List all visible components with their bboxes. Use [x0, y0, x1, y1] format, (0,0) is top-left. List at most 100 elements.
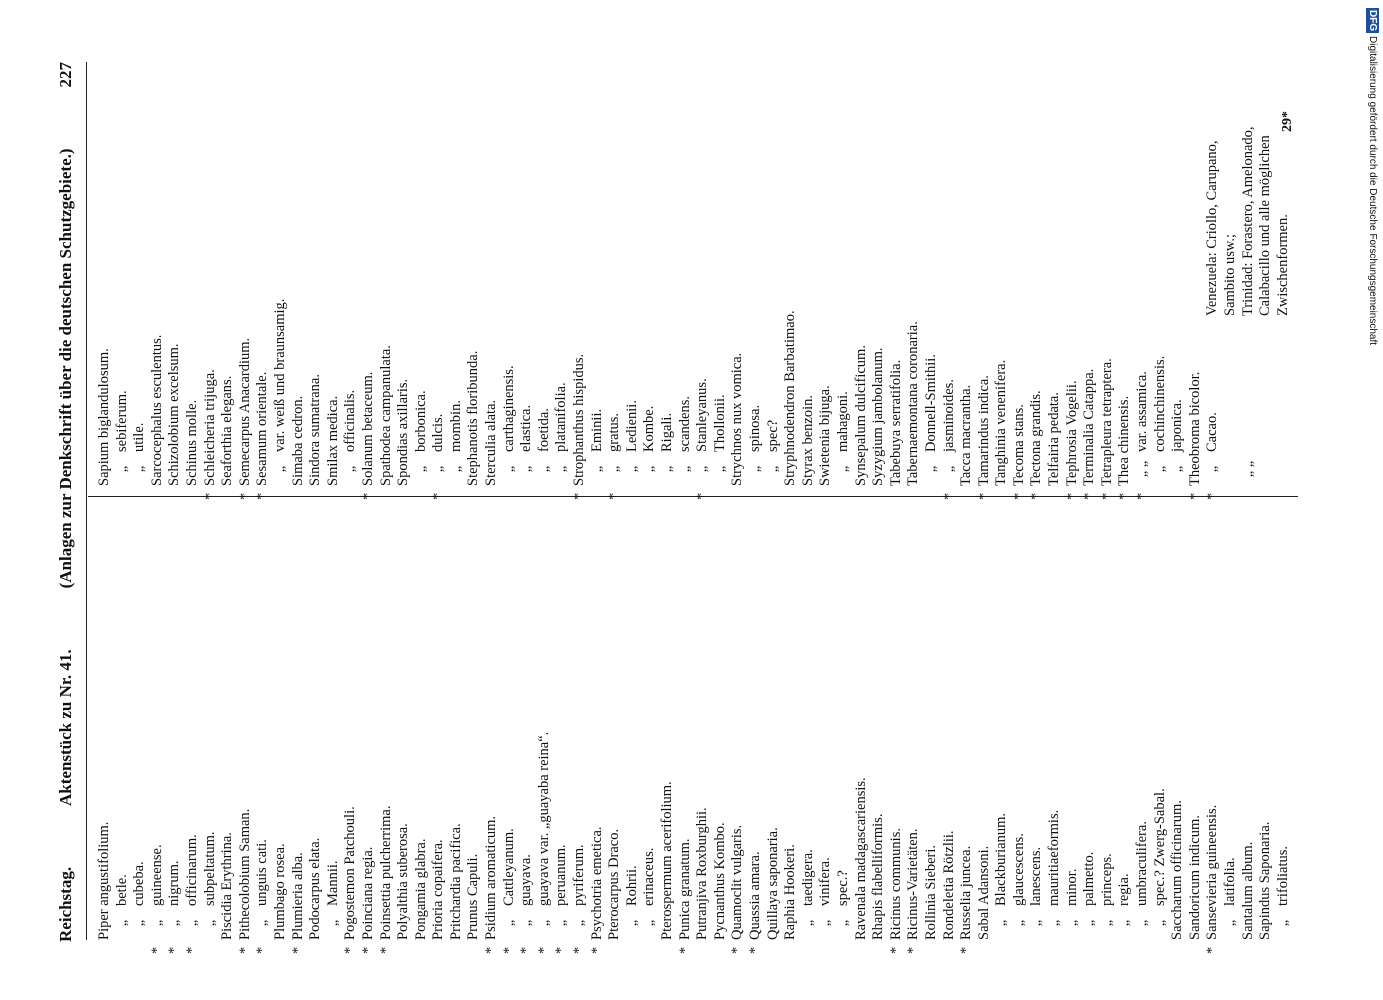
ditto-mark: „ [412, 465, 429, 473]
entry: Pterospermum acerifolium. [659, 510, 677, 940]
species-name: latifolia. [1222, 857, 1238, 906]
species-name: Tephrosia Vogelii. [1063, 380, 1080, 486]
species-name: carthaginensis. [500, 365, 517, 452]
asterisk: * [236, 492, 253, 500]
ditto-mark: „ [518, 919, 535, 927]
entry: * Poinsettia pulcherrima. [378, 510, 396, 955]
species-name: Polyalthia suberosa. [395, 823, 412, 940]
asterisk: * [1063, 492, 1080, 500]
entry: Spondias axillaris. [395, 56, 413, 486]
species-name: utile. [131, 422, 148, 452]
species-name: Rigali. [659, 412, 675, 452]
entry: „ Rigali. [659, 56, 677, 486]
ditto-mark: „ [535, 465, 552, 473]
species-name: Pritchardia pacifica. [447, 823, 464, 940]
ditto-mark: „ [1028, 919, 1045, 927]
asterisk: * [148, 946, 165, 954]
header-rule [86, 62, 87, 940]
ditto-mark: „ [447, 465, 464, 473]
species-name: jasminoides. [940, 379, 957, 452]
species-name: Ricinus communis. [887, 828, 904, 940]
species-name: var. assamica. [1134, 371, 1151, 452]
entry: Spathodea campanulata. [378, 56, 396, 486]
asterisk: * [676, 946, 693, 954]
species-name: Pterocarpus Draco. [606, 828, 623, 940]
ditto-mark: „ [623, 465, 640, 473]
page-number: 227 [56, 62, 75, 88]
species-name: Thea chinensis. [1116, 395, 1133, 486]
funding-text: Digitalisierung gefördert durch die Deut… [1367, 36, 1378, 346]
species-name: erinaceus. [641, 847, 658, 906]
ditto-mark: „ [694, 465, 711, 473]
ditto-mark: „ [254, 919, 271, 927]
species-name: Stephanotis floribunda. [465, 350, 482, 486]
asterisk: * [746, 946, 763, 954]
ditto-mark: „ [606, 465, 623, 473]
entry: * Tecoma stans. [1011, 56, 1029, 500]
entry: * „ guayava. [518, 510, 536, 954]
entry: * Pogostemon Patchouli. [342, 510, 360, 954]
asterisk: * [1186, 492, 1203, 500]
entry: * Terminalia Catappa. [1081, 56, 1099, 500]
asterisk: * [359, 946, 376, 954]
entry: Sindora sumatrana. [307, 56, 325, 486]
entry: * „ Stanleyanus. [694, 56, 712, 500]
entry: „ latifolia. [1222, 510, 1240, 940]
entry: „ Kombe. [641, 56, 659, 486]
asterisk: * [236, 946, 253, 954]
species-name: Tabernaemontana coronaria. [905, 321, 922, 486]
species-name: Smilax medica. [324, 395, 341, 486]
running-header: Reichstag. Aktenstück zu Nr. 41. (Anlage… [54, 62, 78, 942]
ditto-mark: „ [1046, 919, 1063, 927]
species-name: betle. [113, 874, 130, 906]
entry: Stephanotis floribunda. [465, 56, 483, 486]
ditto-mark: „ [148, 919, 165, 927]
entry: * „ peruanum. [553, 510, 571, 954]
ditto-mark: „ [1134, 919, 1151, 927]
entry: Rondeletia Rötzlii. [941, 510, 959, 940]
ditto-mark: „ [1116, 919, 1133, 927]
species-name: Tamarindus indica. [975, 375, 992, 486]
asterisk: * [1081, 492, 1098, 500]
species-name: unguis cati. [254, 839, 271, 906]
entry: „ borbonica. [413, 56, 431, 486]
entry: Schizolobium excelsum. [166, 56, 184, 486]
entry: Pterocarpus Draco. [606, 510, 624, 940]
entry: * Psidium aromaticum. [483, 510, 501, 954]
note-line: Venezuela: Criollo, Carupano, [1204, 140, 1221, 316]
ditto-mark: „ [1274, 919, 1291, 927]
entry: Styrax benzoin. [800, 56, 818, 486]
species-name: guayava. [518, 854, 535, 906]
entry: Ravenala madagascariensis. [853, 510, 871, 940]
entry: Tanghinia venenifera. [993, 56, 1011, 486]
entry: Putranjiva Roxburghii. [694, 510, 712, 940]
entry: „ taedigera. [800, 510, 818, 940]
asterisk: * [588, 946, 605, 954]
species-name: lanescens. [1028, 846, 1045, 906]
ditto-mark: „ [131, 465, 148, 473]
entry: Sapium biglandulosum. [96, 56, 114, 486]
entry: „ subpeltatum. [202, 510, 220, 940]
entry: * Theobroma bicolor. [1187, 56, 1205, 500]
entry: Podocarpus elata. [307, 510, 325, 940]
species-name: Prunus Capuli. [465, 853, 482, 940]
asterisk: * [1204, 492, 1221, 500]
species-name: Telfairia pedata. [1046, 392, 1063, 486]
entry: Telfairia pedata. [1046, 56, 1064, 486]
entry: Raphia Hookeri. [782, 510, 800, 940]
entry: * „ nigrum. [166, 510, 184, 954]
entry: „ vinifera. [817, 510, 835, 940]
entry: „ Mannii. [325, 510, 343, 940]
entry: „ Rohrii. [624, 510, 642, 940]
entry: Prunus Capuli. [465, 510, 483, 940]
entry: „ regia. [1116, 510, 1134, 940]
species-name: Tectona grandis. [1028, 390, 1045, 486]
entry: Rollinia Sieberi. [923, 510, 941, 940]
species-name: mahagoni. [834, 391, 851, 452]
ditto-mark: „ [166, 919, 183, 927]
ditto-mark: „ [324, 919, 341, 927]
entry: Smilax medica. [325, 56, 343, 486]
asterisk: * [1010, 492, 1027, 500]
ditto-mark: „ [1098, 919, 1115, 927]
species-name: spinosa. [746, 404, 763, 452]
